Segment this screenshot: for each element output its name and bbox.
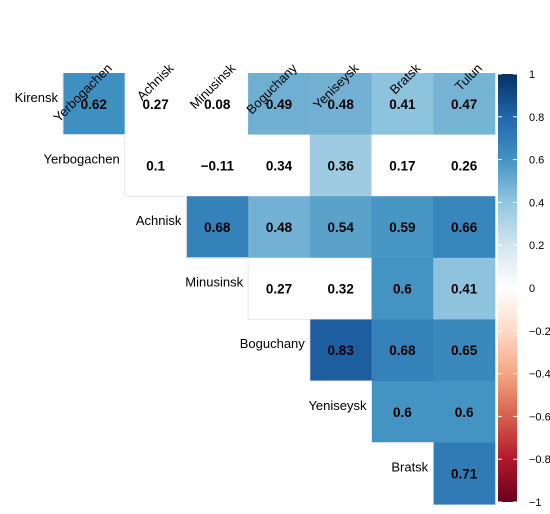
cell-value-label: 0.59 — [389, 220, 415, 235]
heatmap-cell — [433, 73, 496, 135]
row-label: Yerbogachen — [44, 151, 120, 166]
cell-value-label: 0.41 — [389, 97, 416, 112]
heatmap-cell — [186, 134, 249, 197]
cell-value-label: 0.48 — [328, 97, 355, 112]
row-label: Minusinsk — [185, 275, 243, 290]
colorbar-tick-label: −0.2 — [529, 326, 550, 338]
heatmap-cell — [124, 134, 187, 197]
heatmap-cell — [309, 134, 372, 197]
row-label: Achnisk — [136, 213, 182, 228]
colorbar-gradient — [498, 74, 517, 502]
heatmap-cell — [309, 73, 372, 135]
colorbar-tick-label: 1 — [529, 69, 535, 81]
cell-value-label: 0.41 — [451, 282, 478, 297]
heatmap-cell — [186, 196, 249, 259]
heatmap-cell — [371, 73, 434, 135]
colorbar-tick-label: −0.6 — [529, 411, 550, 423]
cell-value-label: 0.36 — [328, 158, 355, 173]
heatmap-cell — [433, 442, 496, 505]
cell-value-label: 0.54 — [328, 220, 355, 235]
cell-value-label: 0.65 — [451, 343, 478, 358]
heatmap-cell — [433, 196, 496, 259]
cell-value-label: 0.71 — [451, 466, 478, 481]
heatmap-cell — [186, 73, 249, 135]
heatmap-cell — [63, 73, 126, 135]
row-label: Bratsk — [391, 459, 428, 474]
heatmap-cell — [248, 134, 311, 197]
cell-value-label: 0.1 — [146, 158, 165, 173]
heatmap-cell — [371, 196, 434, 259]
cell-value-label: 0.27 — [266, 282, 292, 297]
colorbar-tick-label: 0.2 — [529, 240, 544, 252]
heatmap-cell — [433, 381, 496, 443]
heatmap-cell — [309, 257, 372, 320]
row-label: Kirensk — [15, 90, 59, 105]
heatmap-cell — [371, 257, 434, 320]
colorbar-tick-label: 0.6 — [529, 155, 544, 167]
colorbar-tick-label: −1 — [529, 497, 542, 509]
heatmap-cell — [248, 257, 311, 320]
heatmap-cell — [371, 134, 434, 197]
heatmap-cell — [124, 73, 187, 135]
colorbar-tick-label: 0.8 — [529, 112, 544, 124]
heatmap-cell — [433, 319, 496, 382]
cell-value-label: 0.6 — [393, 282, 412, 297]
cell-value-label: 0.6 — [455, 405, 474, 420]
cell-value-label: −0.11 — [201, 158, 235, 173]
cell-value-label: 0.49 — [266, 97, 292, 112]
colorbar-tick-label: −0.8 — [529, 454, 550, 466]
heatmap-cell — [309, 196, 372, 259]
cell-value-label: 0.08 — [204, 97, 231, 112]
heatmap-cells: 0.62 0.27 0.08 0.49 0.48 0.41 0.47 0.1 −0.11 0.34… — [62, 73, 496, 505]
cell-value-label: 0.26 — [451, 158, 478, 173]
row-labels: Kirensk Yerbogachen Achnisk Minusinsk Boguch… — [15, 90, 429, 475]
heatmap-cell — [248, 73, 311, 135]
heatmap-cell — [371, 319, 434, 382]
triangle-outline — [62, 73, 434, 505]
heatmap-cell — [248, 196, 311, 259]
cell-value-label: 0.32 — [328, 282, 354, 297]
cell-value-label: 0.17 — [389, 158, 415, 173]
cell-value-label: 0.68 — [389, 343, 416, 358]
cell-value-label: 0.6 — [393, 405, 412, 420]
row-label: Yeniseysk — [308, 398, 367, 413]
heatmap-cell — [433, 257, 496, 320]
heatmap-cell — [433, 134, 496, 197]
heatmap-cell — [371, 381, 434, 443]
cell-value-label: 0.34 — [266, 158, 293, 173]
cell-value-label: 0.62 — [81, 97, 107, 112]
row-label: Boguchany — [240, 336, 306, 351]
colorbar-tick-label: 0 — [529, 283, 535, 295]
cell-value-label: 0.47 — [451, 97, 477, 112]
cell-value-label: 0.68 — [204, 220, 231, 235]
colorbar-tick-label: −0.4 — [529, 369, 550, 381]
cell-value-label: 0.48 — [266, 220, 293, 235]
cell-value-label: 0.27 — [142, 97, 168, 112]
heatmap-cell — [309, 319, 372, 382]
cell-value-label: 0.66 — [451, 220, 478, 235]
colorbar-tick-label: 0.4 — [529, 197, 544, 209]
cell-value-label: 0.83 — [328, 343, 355, 358]
colorbar: −1 −0.8 −0.6 −0.4 −0.2 0 0.2 0.4 0.6 0.8 1 — [498, 69, 550, 509]
